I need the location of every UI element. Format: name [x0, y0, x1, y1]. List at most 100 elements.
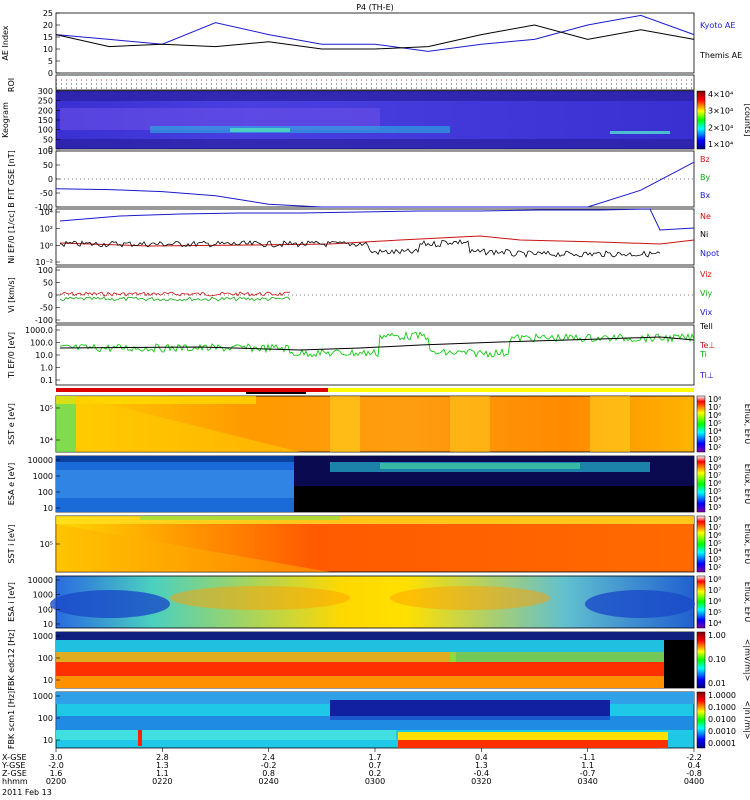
colorbar-label: 1×10⁴ [708, 140, 733, 149]
time-axis-value: -2.2 [686, 753, 702, 762]
legend-themis-ae: Themis AE [699, 51, 742, 60]
bx-line [55, 161, 695, 208]
y-tick-label: 10⁴ [40, 436, 53, 445]
y-tick-label: 1000 [33, 591, 53, 600]
colorbar-label: 1.0000 [708, 691, 736, 700]
legend-viz: Viz [700, 270, 712, 279]
sst-e-y-ticks: 10⁵ 10⁴ [40, 404, 60, 445]
time-axis-value: 0200 [46, 777, 66, 786]
y-tick-label: 300 [38, 87, 53, 96]
ni-line [59, 239, 661, 259]
y-tick-label: 10⁴ [40, 208, 53, 217]
time-axis-value: 1.3 [156, 761, 169, 770]
tell-line [59, 336, 695, 351]
time-axis-value: 3.0 [50, 753, 63, 762]
colorbar-label: 10⁸ [708, 515, 721, 524]
colorbar-label: 10⁷ [708, 403, 721, 412]
y-tick-label: 10 [43, 736, 53, 745]
temperature-ylabel: Ti EF/0 [eV] [7, 332, 16, 379]
density-ylabel: Ni EF/0 [1/cc] [7, 210, 16, 264]
colorbar-label: 10⁵ [708, 419, 721, 428]
velocity-y-ticks: -100 -50 0 50 100 [35, 266, 60, 325]
y-tick-label: 100 [38, 605, 53, 614]
time-axis-value: 1.3 [475, 761, 488, 770]
colorbar-label: 10⁶ [708, 411, 721, 420]
temperature-panel: Ti EF/0 [eV] Tell Te⊥ Ti Ti⊥ 0.1 1.0 10.0 1… [7, 322, 715, 386]
time-axis-row-label: Y-GSE [1, 761, 25, 770]
density-panel: Ni EF/0 [1/cc] Ne Ni Npot 10⁻² 10⁰ 10² 10⁴ [7, 208, 719, 267]
y-tick-label: 100 [38, 147, 53, 156]
y-tick-label: 0 [48, 175, 53, 184]
plot-date: 2011 Feb 13 [2, 788, 52, 797]
y-tick-label: 0 [48, 291, 53, 300]
sst-i-colorbar [696, 515, 706, 573]
colorbar-unit: Eflux, EFU [743, 524, 750, 565]
y-tick-label: 0 [48, 145, 53, 154]
y-tick-label: 100 [38, 126, 53, 135]
sst-i-ylabel: SST i [eV] [7, 525, 16, 564]
colorbar-unit: <|mV/m|> [743, 639, 750, 682]
y-tick-label: 10000 [28, 456, 53, 465]
y-tick-label: 200 [38, 106, 53, 115]
y-tick-label: 100 [38, 488, 53, 497]
bfield-ylabel: B FIT GSE [nT] [7, 150, 16, 208]
density-y-ticks: 10⁻² 10⁰ 10² 10⁴ [35, 208, 60, 267]
colorbar-label: 10⁶ [708, 479, 721, 488]
time-axis-value: 0.4 [688, 761, 701, 770]
time-axis-value: 0.4 [475, 753, 488, 762]
bfield-y-ticks: -100 -50 0 50 100 [35, 147, 60, 212]
colorbar-unit: Eflux, EFU [743, 464, 750, 505]
time-axis-row-label: X-GSE [2, 753, 27, 762]
legend-kyoto-ae: Kyoto AE [700, 21, 735, 30]
y-tick-label: 100 [38, 266, 53, 275]
time-axis-value: 0.2 [369, 769, 382, 778]
colorbar-label: 10⁹ [708, 455, 721, 464]
colorbar-label: 10⁶ [708, 531, 721, 540]
y-tick-label: 100.0 [30, 339, 53, 348]
mode-bar-slow [328, 388, 694, 392]
colorbar-label: 10⁷ [708, 471, 721, 480]
fbk-edc-colorbar [696, 631, 706, 689]
keogram-ylabel: Keogram [1, 102, 10, 138]
y-tick-label: 50 [43, 135, 53, 144]
legend-ti-perp: Ti⊥ [699, 371, 714, 380]
fbk-scm-colorbar [696, 691, 706, 749]
colorbar-label: 0.0100 [708, 715, 736, 724]
esa-e-y-ticks: 10000 1000 100 10 [28, 456, 60, 513]
y-tick-label: 15 [43, 33, 53, 42]
y-tick-label: 10 [43, 45, 53, 54]
fbk-scm-colorbar-labels: 1.0000 0.1000 0.0100 0.0010 0.0001 <|nT/m|> [708, 691, 750, 748]
viz-line [59, 291, 291, 297]
esa-i-y-ticks: 10000 1000 100 10 [28, 576, 60, 629]
colorbar-label: 10⁸ [708, 463, 721, 472]
colorbar-label: 10⁷ [708, 586, 721, 595]
y-tick-label: 1000 [33, 692, 53, 701]
colorbar-label: 10² [708, 563, 721, 572]
colorbar-label: 10³ [708, 555, 721, 564]
y-tick-label: 1000 [33, 632, 53, 641]
y-tick-label: 5 [48, 57, 53, 66]
time-axis-row-label: hhmm [2, 777, 28, 786]
time-axis-value: 0300 [365, 777, 385, 786]
y-tick-label: 10000 [28, 576, 53, 585]
temperature-y-ticks: 0.1 1.0 10.0 100.0 1000.0 [25, 326, 60, 385]
time-axis-value: 0220 [152, 777, 172, 786]
colorbar-label: 10⁵ [708, 487, 721, 496]
fbk-scm-ylabel: FBK scm1 [Hz] [7, 691, 16, 749]
time-axis-value: 0240 [258, 777, 278, 786]
mode-bar-marker [246, 392, 306, 394]
colorbar-label: 10² [708, 443, 721, 452]
colorbar-label: 0.0010 [708, 727, 736, 736]
time-axis-value: 2.8 [156, 753, 169, 762]
keogram-colorbar [696, 90, 706, 150]
colorbar-label: 2×10⁴ [708, 123, 733, 132]
legend-by: By [700, 173, 710, 182]
colorbar-label: 0.0001 [708, 739, 736, 748]
esa-i-ylabel: ESA i [eV] [7, 582, 16, 622]
y-tick-label: 100 [38, 654, 53, 663]
colorbar-label: 10⁷ [708, 523, 721, 532]
